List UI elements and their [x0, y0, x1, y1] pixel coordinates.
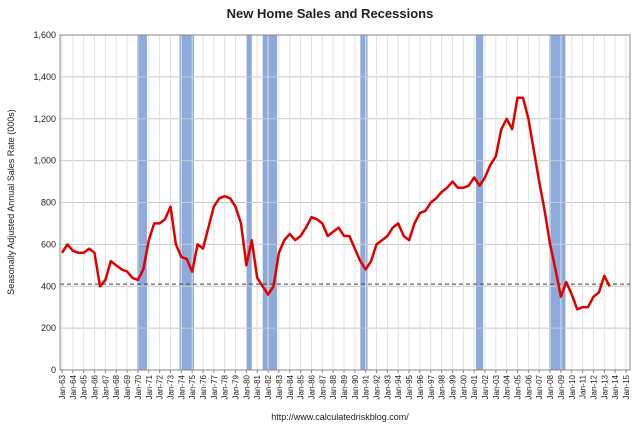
x-tick-label: Jan-13	[600, 374, 609, 399]
x-tick-label: Jan-77	[210, 374, 219, 399]
x-tick-label: Jan-78	[221, 374, 230, 399]
x-tick-label: Jan-64	[69, 374, 78, 399]
x-tick-label: Jan-15	[622, 374, 631, 399]
x-tick-label: Jan-98	[438, 374, 447, 399]
x-tick-label: Jan-69	[123, 374, 132, 399]
x-tick-label: Jan-74	[177, 374, 186, 399]
x-tick-label: Jan-80	[242, 374, 251, 399]
x-tick-label: Jan-96	[416, 374, 425, 399]
x-tick-label: Jan-65	[80, 374, 89, 399]
x-tick-label: Jan-72	[156, 374, 165, 399]
x-tick-label: Jan-67	[101, 374, 110, 399]
x-tick-label: Jan-79	[232, 374, 241, 399]
x-tick-label: Jan-86	[307, 374, 316, 399]
x-tick-label: Jan-84	[286, 374, 295, 399]
x-tick-label: Jan-97	[427, 374, 436, 399]
y-tick-label: 400	[41, 281, 56, 291]
x-tick-label: Jan-66	[91, 374, 100, 399]
x-tick-label: Jan-04	[503, 374, 512, 399]
x-tick-label: Jan-10	[568, 374, 577, 399]
source: http://www.calculatedriskblog.com/	[271, 412, 409, 422]
x-tick-label: Jan-76	[199, 374, 208, 399]
x-tick-label: Jan-75	[188, 374, 197, 399]
x-tick-label: Jan-05	[514, 374, 523, 399]
x-tick-label: Jan-03	[492, 374, 501, 399]
x-tick-label: Jan-95	[405, 374, 414, 399]
x-tick-label: Jan-87	[318, 374, 327, 399]
x-tick-label: Jan-99	[448, 374, 457, 399]
x-tick-label: Jan-63	[58, 374, 67, 399]
x-tick-label: Jan-71	[145, 374, 154, 399]
x-tick-label: Jan-73	[166, 374, 175, 399]
x-tick-label: Jan-02	[481, 374, 490, 399]
x-tick-label: Jan-09	[557, 374, 566, 399]
x-tick-label: Jan-82	[264, 374, 273, 399]
chart-title: New Home Sales and Recessions	[227, 6, 434, 21]
x-tick-label: Jan-85	[297, 374, 306, 399]
x-tick-label: Jan-94	[394, 374, 403, 399]
x-tick-label: Jan-68	[112, 374, 121, 399]
x-tick-label: Jan-89	[340, 374, 349, 399]
x-tick-label: Jan-12	[589, 374, 598, 399]
x-tick-label: Jan-93	[383, 374, 392, 399]
x-tick-label: Jan-88	[329, 374, 338, 399]
x-tick-label: Jan-07	[535, 374, 544, 399]
y-tick-label: 1,600	[33, 30, 56, 40]
x-tick-label: Jan-81	[253, 374, 262, 399]
plot-frame	[59, 34, 631, 371]
y-axis-label: Seasonally Adjusted Annual Sales Rate (0…	[6, 109, 16, 295]
x-tick-label: Jan-14	[611, 374, 620, 399]
x-tick-label: Jan-92	[373, 374, 382, 399]
x-tick-label: Jan-70	[134, 374, 143, 399]
y-tick-label: 600	[41, 239, 56, 249]
y-tick-label: 1,000	[33, 156, 56, 166]
y-tick-label: 200	[41, 323, 56, 333]
x-tick-label: Jan-00	[459, 374, 468, 399]
data-line	[60, 96, 611, 311]
x-tick-label: Jan-06	[524, 374, 533, 399]
y-tick-label: 1,400	[33, 72, 56, 82]
y-tick-label: 0	[51, 365, 56, 375]
x-tick-label: Jan-91	[362, 374, 371, 399]
x-tick-label: Jan-90	[351, 374, 360, 399]
y-tick-label: 1,200	[33, 114, 56, 124]
x-tick-label: Jan-83	[275, 374, 284, 399]
x-tick-label: Jan-08	[546, 374, 555, 399]
y-tick-label: 800	[41, 198, 56, 208]
x-tick-label: Jan-01	[470, 374, 479, 399]
x-tick-label: Jan-11	[579, 374, 588, 398]
